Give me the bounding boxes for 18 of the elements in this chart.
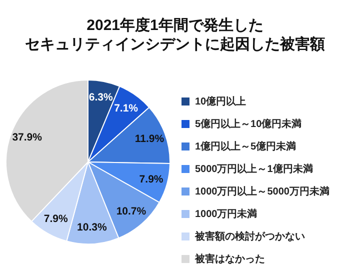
legend-label: 10億円以上 <box>195 96 246 108</box>
legend-label: 5000万円以上～1億円未満 <box>195 163 313 175</box>
data-label: 37.9% <box>12 132 43 144</box>
legend-label: 5億円以上～10億円未満 <box>195 118 302 130</box>
data-label: 11.9% <box>134 133 165 146</box>
data-label: 10.7% <box>116 205 147 218</box>
data-label: 7.1% <box>114 102 139 115</box>
data-label: 6.3% <box>88 92 114 104</box>
legend-label: 1000万円未満 <box>195 208 258 220</box>
data-label: 7.9% <box>139 173 164 186</box>
legend-label: 1億円以上～5億円未満 <box>195 140 296 152</box>
legend-label: 1000万円以上～5000万円未満 <box>195 186 330 198</box>
legend-label: 被害はなかった <box>194 253 265 265</box>
chart-title: 2021年度1年間で発生した <box>86 16 264 34</box>
data-label: 7.9% <box>44 213 68 226</box>
legend-label: 被害額の検討がつかない <box>194 230 305 242</box>
data-label: 10.3% <box>77 221 108 234</box>
chart-subtitle: セキュリティインシデントに起因した被害額 <box>25 35 325 53</box>
